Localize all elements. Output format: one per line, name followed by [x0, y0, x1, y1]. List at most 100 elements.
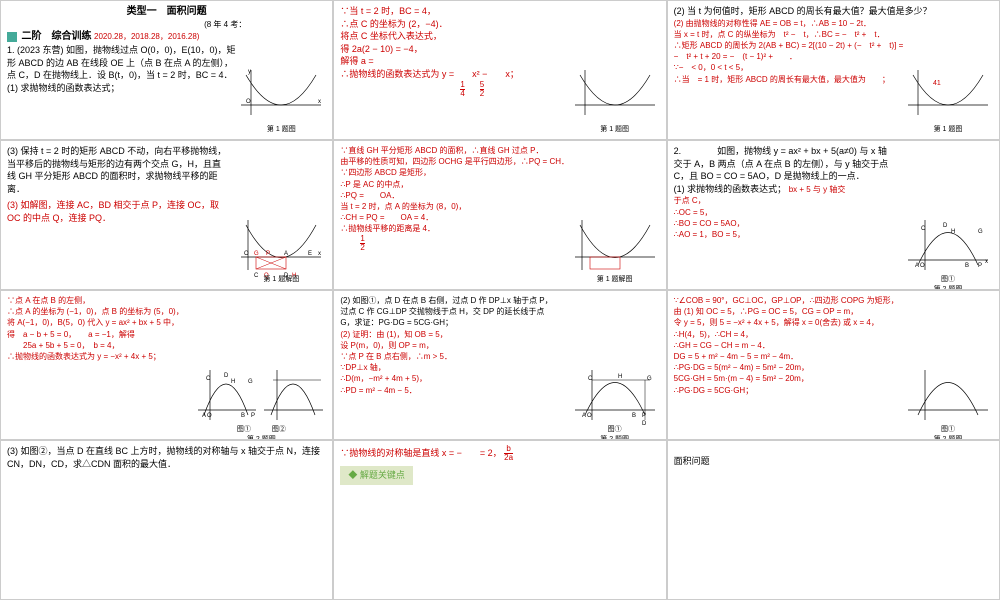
l0: (2) 当 t 为何值时，矩形 ABCD 的周长有最大值？最大值是多少？	[674, 5, 993, 18]
cell-3-1: ∵点 A 在点 B 的左侧， ∴点 A 的坐标为 (−1，0)，点 B 的坐标为…	[0, 290, 333, 440]
l4: ∴P 是 AC 的中点，	[340, 179, 659, 190]
l1: (3) 保持 t = 2 时的矩形 ABCD 不动，向右平移抛物线，当平移后的抛…	[7, 145, 227, 195]
cell-4-3: 面积问题	[667, 440, 1000, 600]
graph-2: 第 1 题图	[570, 65, 660, 135]
svg-text:A: A	[915, 263, 919, 269]
cell-2-1: (3) 保持 t = 2 时的矩形 ABCD 不动，向右平移抛物线，当平移后的抛…	[0, 140, 333, 290]
cell-4-2: ∵抛物线的对称轴是直线 x = − = 2， b2a ◆ 解题关键点	[333, 440, 666, 600]
svg-text:C: C	[206, 376, 211, 382]
l1: ∵∠COB = 90°，GC⊥OC，GP⊥OP，∴四边形 COPG 为矩形，	[674, 295, 993, 306]
graph-label: 图①	[903, 425, 993, 435]
problem-1-text: 1. (2023 东营) 如图，抛物线过点 O(0，0)，E(10，0)，矩形 …	[7, 44, 237, 82]
l3: 将 A(−1，0)，B(5，0) 代入 y = ax² + bx + 5 中，	[7, 317, 326, 328]
svg-text:P: P	[251, 413, 255, 419]
svg-text:O: O	[587, 413, 592, 419]
svg-text:41: 41	[933, 80, 941, 87]
svg-text:E: E	[308, 251, 312, 257]
parabola-2-icon	[903, 365, 993, 425]
l3: ∵四边形 ABCD 是矩形，	[340, 167, 659, 178]
l1: (2) 由抛物线的对称性得 AE = OB = t，∴AB = 10 − 2t．	[674, 18, 993, 29]
graph-4: O G A P C D Q H E x 第 1 题解图	[236, 215, 326, 285]
graph-label: 第 1 题图	[570, 125, 660, 135]
l6: 当 t = 2 时，点 A 的坐标为 (8，0)，	[340, 201, 659, 212]
l5: ∴PQ = OA．	[340, 190, 659, 201]
svg-text:G: G	[978, 229, 983, 235]
svg-text:O: O	[246, 99, 251, 105]
parabola-icon	[570, 65, 660, 120]
two-parabola-icon: A O B P C D H G	[196, 365, 326, 425]
graph-5: 第 1 题解图	[570, 215, 660, 285]
svg-text:A: A	[202, 413, 206, 419]
graph-1: O x y 第 1 题图	[236, 65, 326, 135]
l2: ∴点 C 的坐标为 (2，−4)．	[340, 18, 659, 31]
l6: ∴抛物线的函数表达式为 y = −x² + 4x + 5；	[7, 351, 326, 362]
graph-label: 图① 图②	[196, 425, 326, 435]
l1: (3) 如图②，当点 D 在直线 BC 上方时，抛物线的对称轴与 x 轴交于点 …	[7, 445, 326, 470]
l4: 得 2a(2 − 10) = −4，	[340, 43, 659, 56]
svg-text:C: C	[588, 376, 593, 382]
parabola-icon: 41	[903, 65, 993, 120]
l2: 由平移的性质可知，四边形 OCHG 是平行四边形，∴PQ = CH．	[340, 156, 659, 167]
years: 2020.28，2018.28，2016.28)	[94, 32, 199, 41]
cell-2-3: 2. 如图，抛物线 y = ax² + bx + 5(a≠0) 与 x 轴交于 …	[667, 140, 1000, 290]
graph-7: A O B P C D H G 图① 图② 第 2 题图	[196, 365, 326, 435]
svg-text:G: G	[248, 379, 253, 385]
svg-text:H: H	[618, 374, 622, 380]
svg-text:y: y	[248, 69, 251, 75]
svg-text:D: D	[943, 223, 948, 229]
svg-text:B: B	[632, 413, 636, 419]
stage-label: 二阶 综合训练	[22, 31, 92, 42]
l1: (2) 如图①，点 D 在点 B 右侧，过点 D 作 DP⊥x 轴于点 P，过点…	[340, 295, 560, 329]
graph-label: 第 1 题解图	[570, 275, 660, 285]
l5: 25a + 5b + 5 = 0， b = 4，	[7, 340, 326, 351]
l4: ∵点 P 在 B 点右侧，∴m > 5．	[340, 351, 659, 362]
svg-text:D: D	[224, 373, 229, 379]
l2: 于点 C，	[674, 195, 993, 206]
svg-text:A: A	[284, 251, 288, 257]
l3: ∴矩形 ABCD 的周长为 2(AB + BC) = 2[(10 − 2t) +…	[674, 40, 993, 51]
q1-row: (1) 求抛物线的函数表达式； bx + 5 与 y 轴交	[674, 183, 993, 196]
chart-icon	[7, 32, 17, 42]
keypoint-label: ◆ 解题关键点	[348, 470, 405, 480]
l4: − t² + t + 20 = − (t − 1)² + ．	[674, 51, 993, 62]
ex: bx + 5 与 y 轴交	[789, 185, 846, 194]
parabola-icon: O x y	[236, 65, 326, 120]
svg-text:x: x	[318, 251, 321, 257]
l2: ∴点 A 的坐标为 (−1，0)，点 B 的坐标为 (5，0)，	[7, 306, 326, 317]
stage-row: 二阶 综合训练 2020.28，2018.28，2016.28)	[7, 30, 326, 44]
svg-text:x: x	[985, 259, 988, 265]
graph-label: 第 1 题解图	[236, 275, 326, 285]
parabola-2-icon: C D A O B P x H G	[903, 215, 993, 275]
type-title: 类型一 面积问题	[7, 5, 326, 19]
svg-text:P: P	[978, 263, 982, 269]
cell-3-3: ∵∠COB = 90°，GC⊥OC，GP⊥OP，∴四边形 COPG 为矩形， 由…	[667, 290, 1000, 440]
l3: 将点 C 坐标代入表达式，	[340, 30, 659, 43]
svg-text:P: P	[266, 251, 270, 257]
l1: ∵当 t = 2 时，BC = 4，	[340, 5, 659, 18]
graph-8: C H G A O B P D 图① 第 2 题图	[570, 365, 660, 435]
exam-note: (8 年 4 考：	[7, 19, 246, 30]
svg-text:A: A	[582, 413, 586, 419]
l2: (3) 如解图，连接 AC，BD 相交于点 P，连接 OC，取 OC 的中点 Q…	[7, 199, 227, 224]
keypoint-box: ◆ 解题关键点	[340, 466, 413, 485]
l1: ∵点 A 在点 B 的左侧，	[7, 295, 326, 306]
l1: ∵直线 GH 平分矩形 ABCD 的面积，∴直线 GH 过点 P．	[340, 145, 659, 156]
cell-4-1: (3) 如图②，当点 D 在直线 BC 上方时，抛物线的对称轴与 x 轴交于点 …	[0, 440, 333, 600]
graph-label: 第 1 题图	[903, 125, 993, 135]
svg-text:P: P	[642, 413, 646, 419]
cell-1-3: (2) 当 t 为何值时，矩形 ABCD 的周长有最大值？最大值是多少？ (2)…	[667, 0, 1000, 140]
q1: (1) 求抛物线的函数表达式；	[674, 184, 787, 194]
cell-2-2: ∵直线 GH 平分矩形 ABCD 的面积，∴直线 GH 过点 P． 由平移的性质…	[333, 140, 666, 290]
cell-3-2: (2) 如图①，点 D 在点 B 右侧，过点 D 作 DP⊥x 轴于点 P，过点…	[333, 290, 666, 440]
l5: ∴GH = CG − CH = m − 4．	[674, 340, 993, 351]
l3: 令 y = 5，则 5 = −x² + 4x + 5，解得 x = 0(舍去) …	[674, 317, 993, 328]
l6: DG = 5 + m² − 4m − 5 = m² − 4m．	[674, 351, 993, 362]
parabola-2-icon: C H G A O B P D	[570, 365, 660, 425]
svg-text:O: O	[920, 263, 925, 269]
l4: ∴H(4，5)，∴CH = 4，	[674, 329, 993, 340]
l1: 面积问题	[674, 455, 993, 468]
l2: (2) 证明：由 (1)，知 OB = 5，	[340, 329, 659, 340]
parabola-solution-icon: O G A P C D Q H E x	[236, 215, 326, 275]
svg-text:G: G	[254, 251, 259, 257]
graph-label: 第 1 题图	[236, 125, 326, 135]
